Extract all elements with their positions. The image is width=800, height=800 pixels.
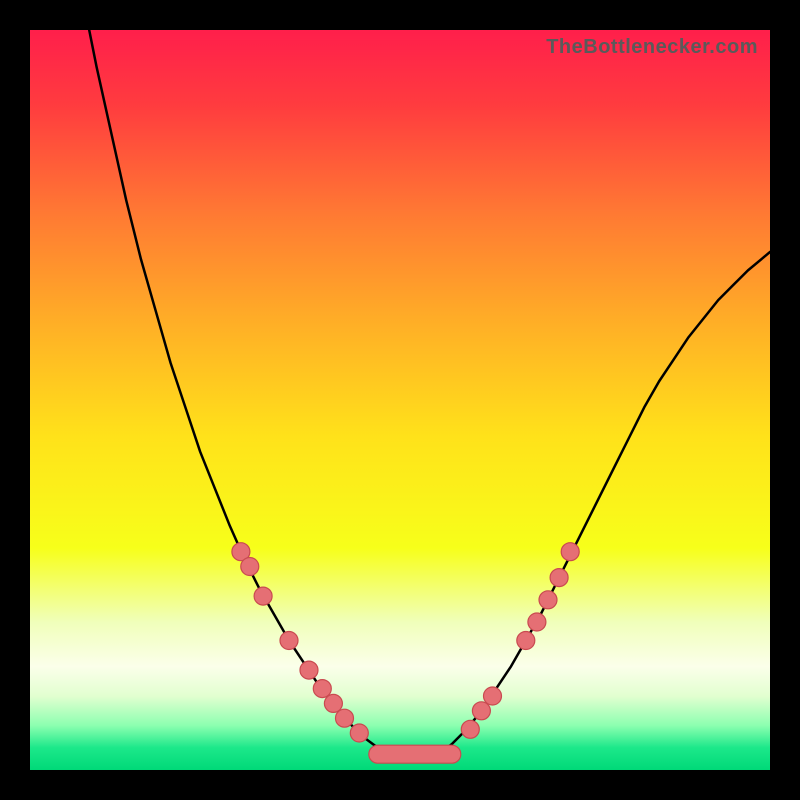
marker-dot [241,558,259,576]
marker-dot [528,613,546,631]
marker-dot [313,680,331,698]
marker-dot [517,632,535,650]
marker-dot [324,694,342,712]
marker-dot [484,687,502,705]
markers-left [232,543,368,742]
marker-dot [280,632,298,650]
markers-right [461,543,579,739]
marker-dot [461,720,479,738]
marker-dot [254,587,272,605]
marker-dot [336,709,354,727]
marker-dot [300,661,318,679]
chart-svg-layer [30,30,770,770]
marker-dot [350,724,368,742]
marker-dot [472,702,490,720]
marker-dot [561,543,579,561]
marker-dot [539,591,557,609]
markers-flat-pill [369,745,461,763]
bottleneck-curve [89,30,770,757]
marker-dot [550,569,568,587]
chart-plot-area: TheBottlenecker.com [30,30,770,770]
